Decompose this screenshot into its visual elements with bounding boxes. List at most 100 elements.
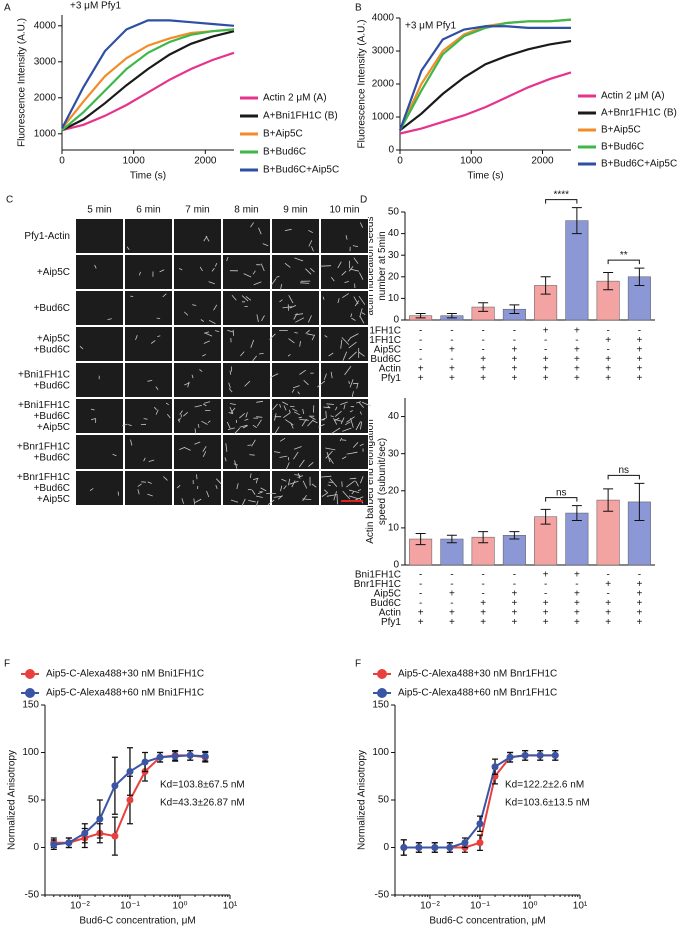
condition-name: Bnr1FH1C [354,335,401,346]
condition-sign: - [606,345,609,356]
y-tick-label: 1000 [372,112,395,123]
filaments [137,476,168,497]
micrograph [124,326,173,362]
condition-sign: + [418,373,424,384]
filaments [226,400,264,435]
filaments [94,264,97,269]
row-label-line: +Bud6C [34,303,70,314]
condition-sign: - [450,579,453,590]
error-bar [571,505,582,521]
condition-name: Bud6C [370,598,401,609]
micrograph [271,290,320,326]
condition-name: Aip5C [374,589,401,600]
filaments [271,257,315,292]
x-tick-label: 2000 [531,156,554,167]
condition-name: Bni1FH1C [355,570,401,581]
data-point [111,782,119,790]
condition-sign: + [543,326,549,337]
condition-sign: + [636,335,642,346]
micrograph [271,254,320,290]
filaments [147,380,159,390]
condition-sign: - [419,335,422,346]
data-point [521,751,529,759]
row-label-line: +Bnr1FH1C [17,472,70,483]
data-point [81,829,89,837]
condition-sign: + [511,608,517,619]
x-axis-label: Bud6-C concentration, μM [429,916,545,927]
data-point [491,763,499,771]
y-tick-label: 40 [388,411,400,422]
data-point [400,844,408,851]
filaments [231,294,265,323]
condition-sign: - [419,354,422,365]
y-tick-label: 0 [393,560,399,571]
condition-sign: - [513,326,516,337]
condition-sign: - [419,589,422,600]
row-label-line: +Aip5C [37,333,70,344]
data-point [65,839,73,847]
condition-sign: - [450,335,453,346]
panel-letter: D [360,195,367,206]
error-bar [634,267,645,286]
micrograph [271,218,320,254]
condition-sign: - [575,335,578,346]
y-axis-label-line: speed (subunit/sec) [377,438,388,525]
series-line [61,28,235,132]
condition-name: Pfy1 [381,617,401,628]
panel-letter: C [6,195,13,206]
condition-sign: + [418,617,424,628]
error-bar [446,534,457,544]
y-tick-label: 2000 [372,79,395,90]
data-point [476,839,484,847]
condition-sign: - [513,570,516,581]
condition-sign: + [480,598,486,609]
data-point [96,815,104,823]
filaments [318,401,372,435]
filaments [135,335,161,344]
condition-sign: - [450,354,453,365]
filaments [90,408,97,423]
condition-sign: + [636,345,642,356]
y-axis-label: Fluorescence Intensity (A.U.) [357,20,368,149]
condition-sign: - [606,570,609,581]
condition-sign: + [605,354,611,365]
filaments [345,222,364,252]
condition-sign: + [605,335,611,346]
condition-sign: + [574,373,580,384]
micrograph [222,254,271,290]
micrograph [222,326,271,362]
filaments [184,369,203,388]
condition-sign: + [636,354,642,365]
data-point [126,796,134,804]
data-point [126,768,134,775]
condition-sign: + [605,364,611,375]
y-tick-label: 50 [28,795,40,806]
series-line [61,19,235,129]
row-label-line: +Bnr1FH1C [17,441,70,452]
micrograph [222,290,271,326]
kd-annotation: Kd=103.6±13.5 nM [505,798,590,809]
row-label: +Bud6C [34,303,70,314]
x-tick-label: 0 [397,156,403,167]
annotation: +3 μM Pfy1 [405,21,456,32]
series-line [61,51,235,132]
condition-sign: - [544,345,547,356]
legend-label: B+Aip5C [263,129,303,140]
condition-sign: - [481,579,484,590]
condition-sign: + [449,373,455,384]
row-label-line: +Bud6C [34,483,70,494]
column-label: 10 min [329,205,359,216]
micrograph [124,434,173,470]
condition-name: Pfy1 [381,373,401,384]
condition-sign: + [605,617,611,628]
data-point [551,751,559,759]
column-label: 7 min [185,205,209,216]
condition-sign: - [513,579,516,590]
series-line [399,18,572,131]
condition-sign: + [636,373,642,384]
condition-sign: + [543,617,549,628]
column-label: 9 min [283,205,307,216]
row-label-line: +Aip5C [37,494,70,505]
significance-label: ns [556,487,567,498]
